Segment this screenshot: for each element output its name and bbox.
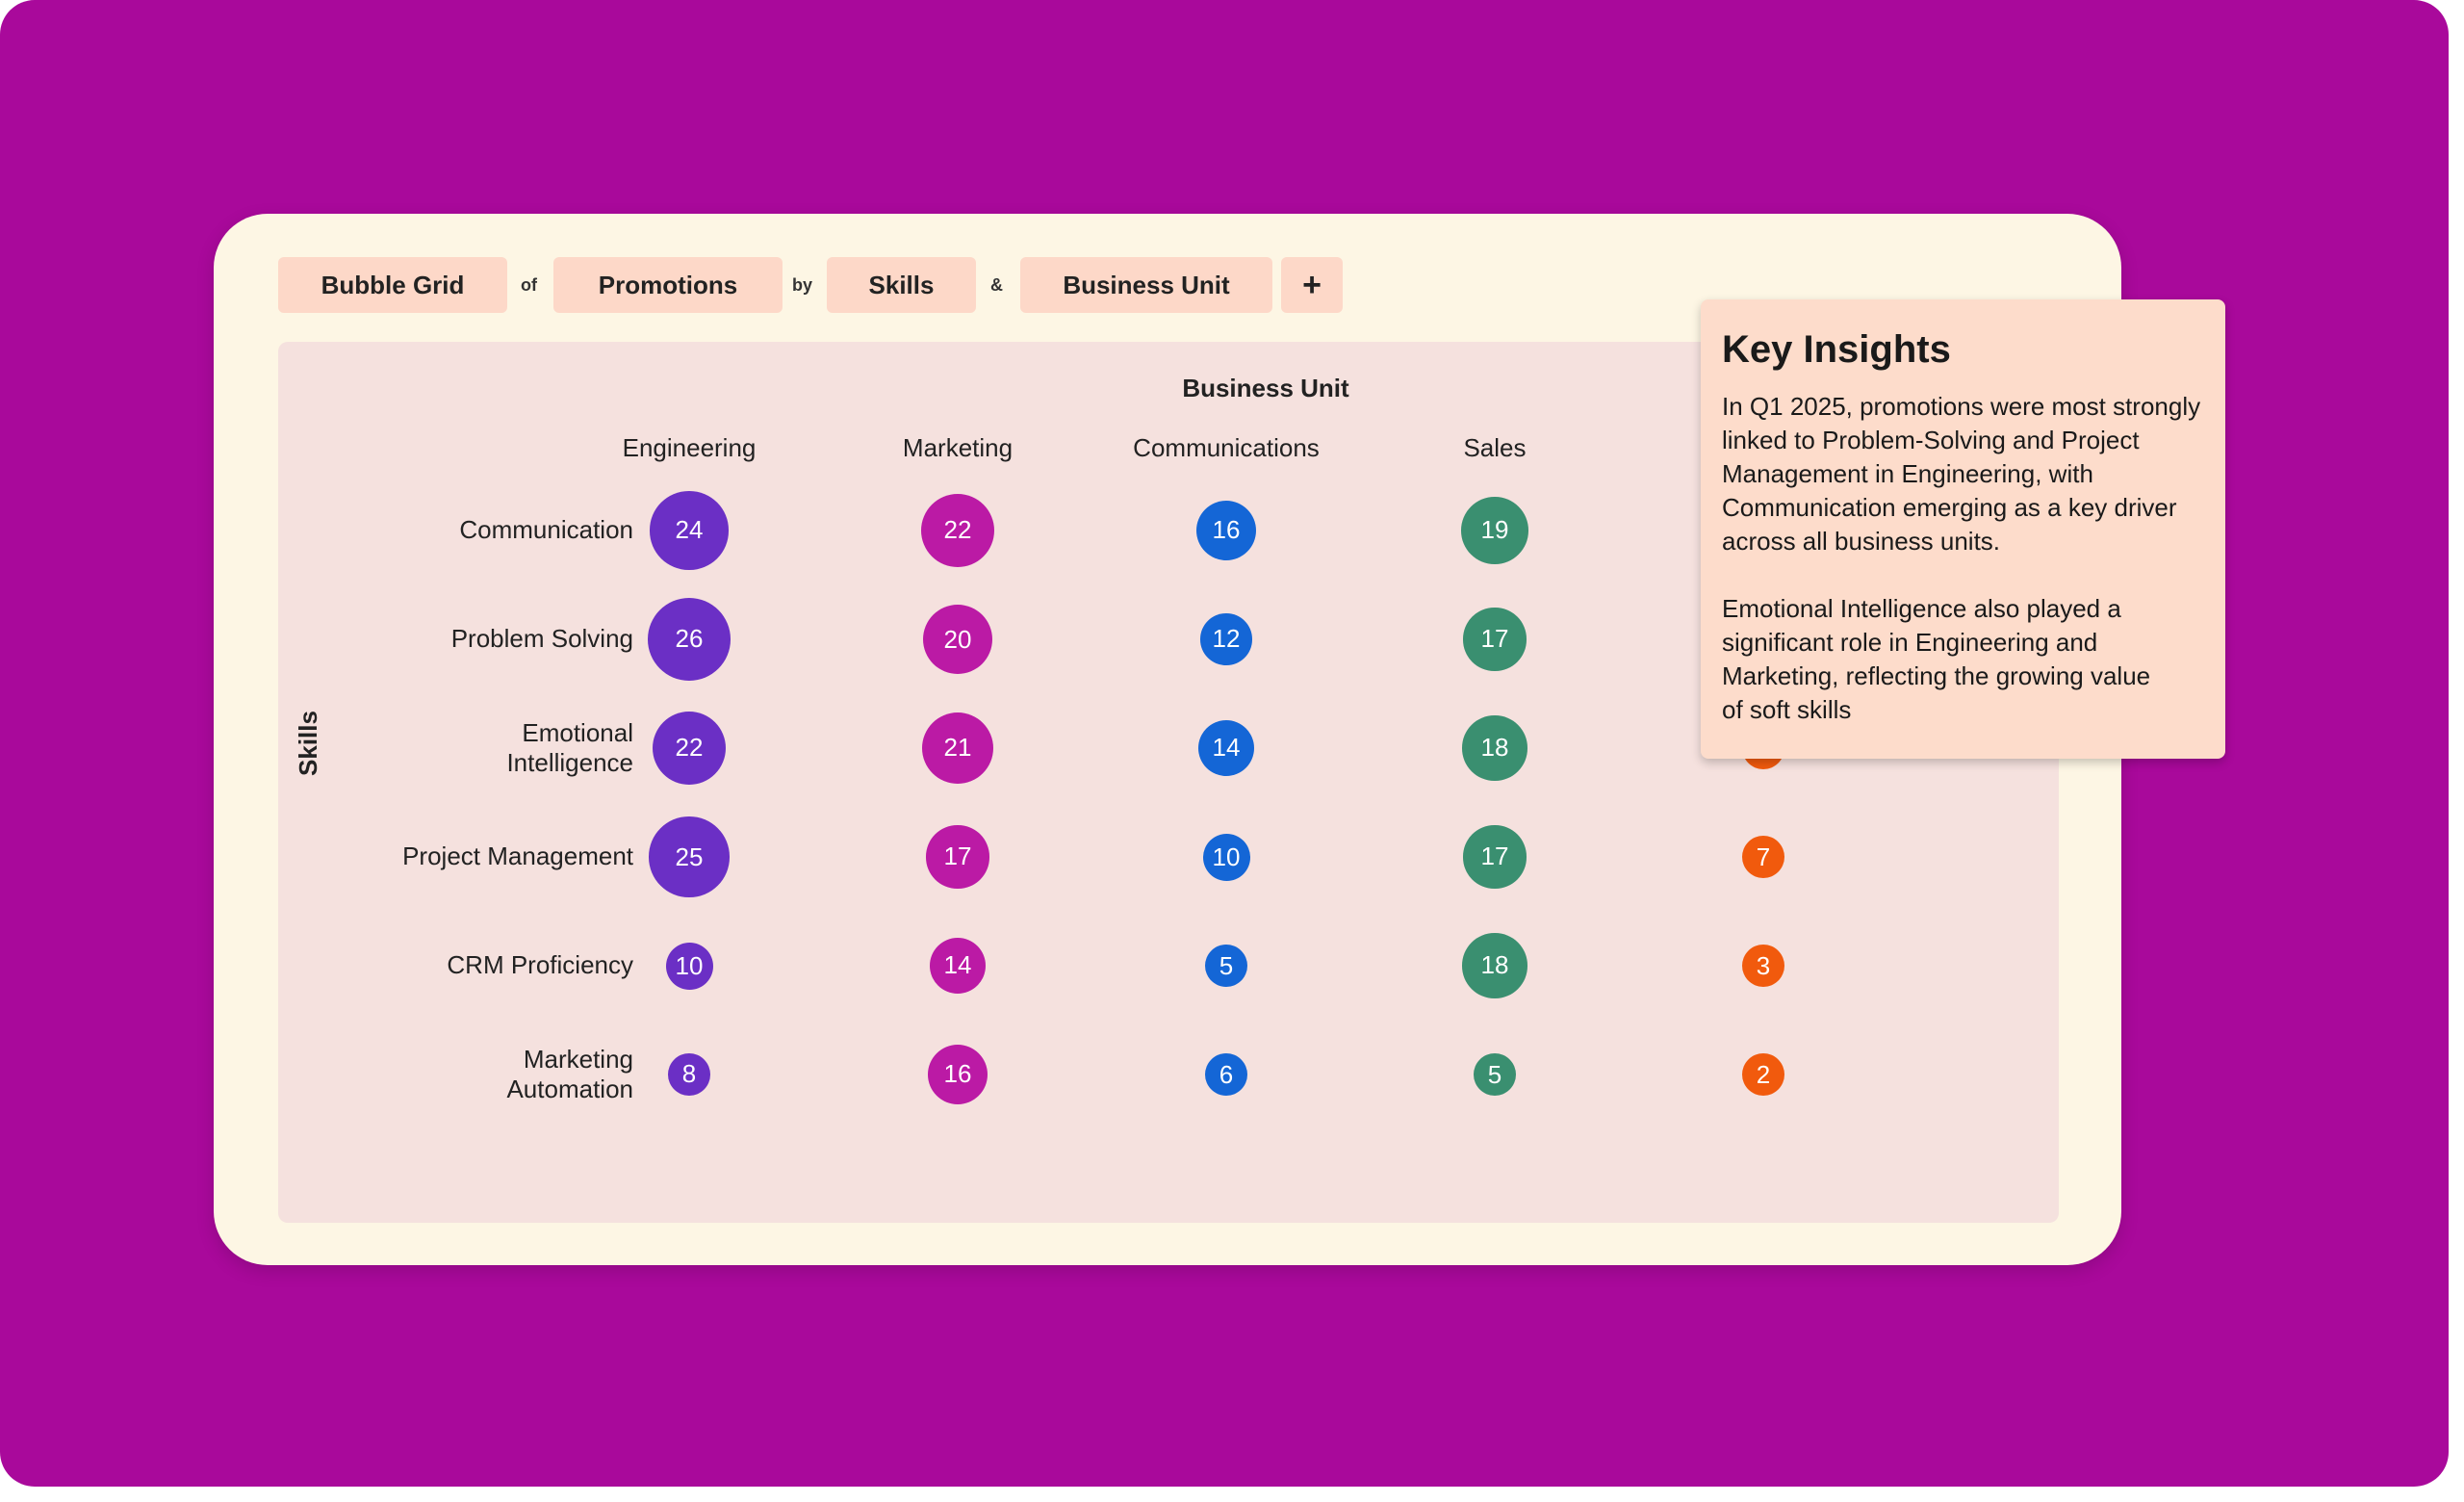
row-label-project-management: Project Management [402,842,633,870]
row-label-marketing-automation: Marketing Automation [506,1045,633,1103]
bubble[interactable]: 17 [926,825,989,889]
bubble[interactable]: 14 [1197,719,1255,777]
bubble[interactable]: 3 [1742,945,1784,987]
bubble[interactable]: 6 [1205,1053,1247,1096]
connector-and: & [990,274,1003,295]
bubble[interactable]: 5 [1474,1053,1516,1096]
bubble[interactable]: 12 [1200,613,1252,665]
bubble[interactable]: 22 [920,493,995,568]
bubble[interactable]: 26 [648,598,731,681]
row-label-crm-proficiency: CRM Proficiency [447,950,633,979]
bubble[interactable]: 10 [665,942,713,990]
bubble[interactable]: 18 [1462,933,1527,998]
bubble[interactable]: 25 [649,816,730,897]
chart-type-pill[interactable]: Bubble Grid [278,257,507,313]
row-label-emotional-intelligence: Emotional Intelligence [506,718,633,777]
bubble[interactable]: 5 [1205,945,1247,987]
connector-by: by [792,274,813,295]
key-insights-title: Key Insights [1722,328,1951,371]
measure-pill[interactable]: Promotions [553,257,783,313]
key-insights-paragraph-1: In Q1 2025, promotions were most strongl… [1722,392,2201,556]
key-insights-paragraph-2: Emotional Intelligence also played a sig… [1722,594,2151,724]
bubble[interactable]: 24 [650,491,729,570]
bubble[interactable]: 22 [652,711,727,786]
bubble[interactable]: 16 [927,1044,988,1105]
column-header-engineering: Engineering [622,433,757,462]
dimension-pill-business-unit[interactable]: Business Unit [1020,257,1272,313]
bubble[interactable]: 16 [1195,500,1257,561]
bubble[interactable]: 14 [929,937,987,995]
query-bar: Bubble Grid of Promotions by Skills & Bu… [0,257,2464,313]
column-header-marketing: Marketing [902,433,1014,462]
bubble[interactable]: 17 [1463,825,1527,889]
column-axis-title: Business Unit [1182,374,1349,402]
bubble[interactable]: 8 [667,1052,711,1097]
bubble[interactable]: 21 [921,712,994,785]
key-insights-card: Key Insights In Q1 2025, promotions were… [1701,299,2225,759]
column-header-communications: Communications [1133,433,1320,462]
bubble[interactable]: 2 [1742,1053,1784,1096]
bubble[interactable]: 19 [1461,497,1528,564]
row-label-problem-solving: Problem Solving [450,624,633,653]
bubble[interactable]: 10 [1202,833,1250,881]
bubble[interactable]: 20 [923,605,992,674]
row-label-communication: Communication [459,515,633,544]
dimension-pill-skills[interactable]: Skills [827,257,976,313]
column-header-sales: Sales [1463,433,1527,462]
bubble[interactable]: 17 [1463,608,1527,671]
row-axis-title: Skills [294,711,322,776]
add-dimension-button[interactable]: + [1281,257,1343,313]
connector-of: of [521,274,537,295]
bubble[interactable]: 7 [1742,836,1784,878]
bubble[interactable]: 18 [1462,715,1527,781]
